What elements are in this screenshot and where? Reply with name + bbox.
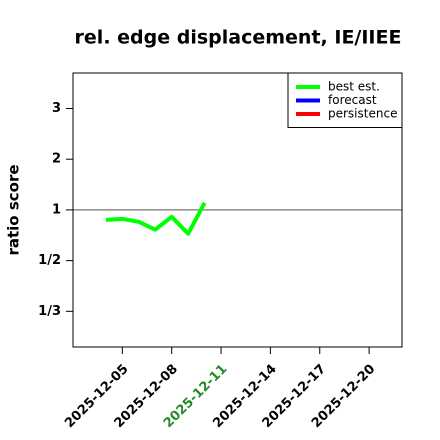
legend-label: best est. [328,80,380,94]
y-tick-label: 2 [52,152,61,167]
chart-title: rel. edge displacement, IE/IIEE [75,27,402,49]
y-axis-label: ratio score [5,164,23,255]
y-tick-label: 1/2 [38,253,61,268]
y-tick-label: 1/3 [38,304,61,319]
legend-label: persistence [328,107,397,121]
plot-frame [72,72,403,348]
legend-label: forecast [328,93,377,107]
y-tick-label: 1 [52,202,61,217]
y-tick-label: 3 [52,101,61,116]
data-line [105,201,207,236]
